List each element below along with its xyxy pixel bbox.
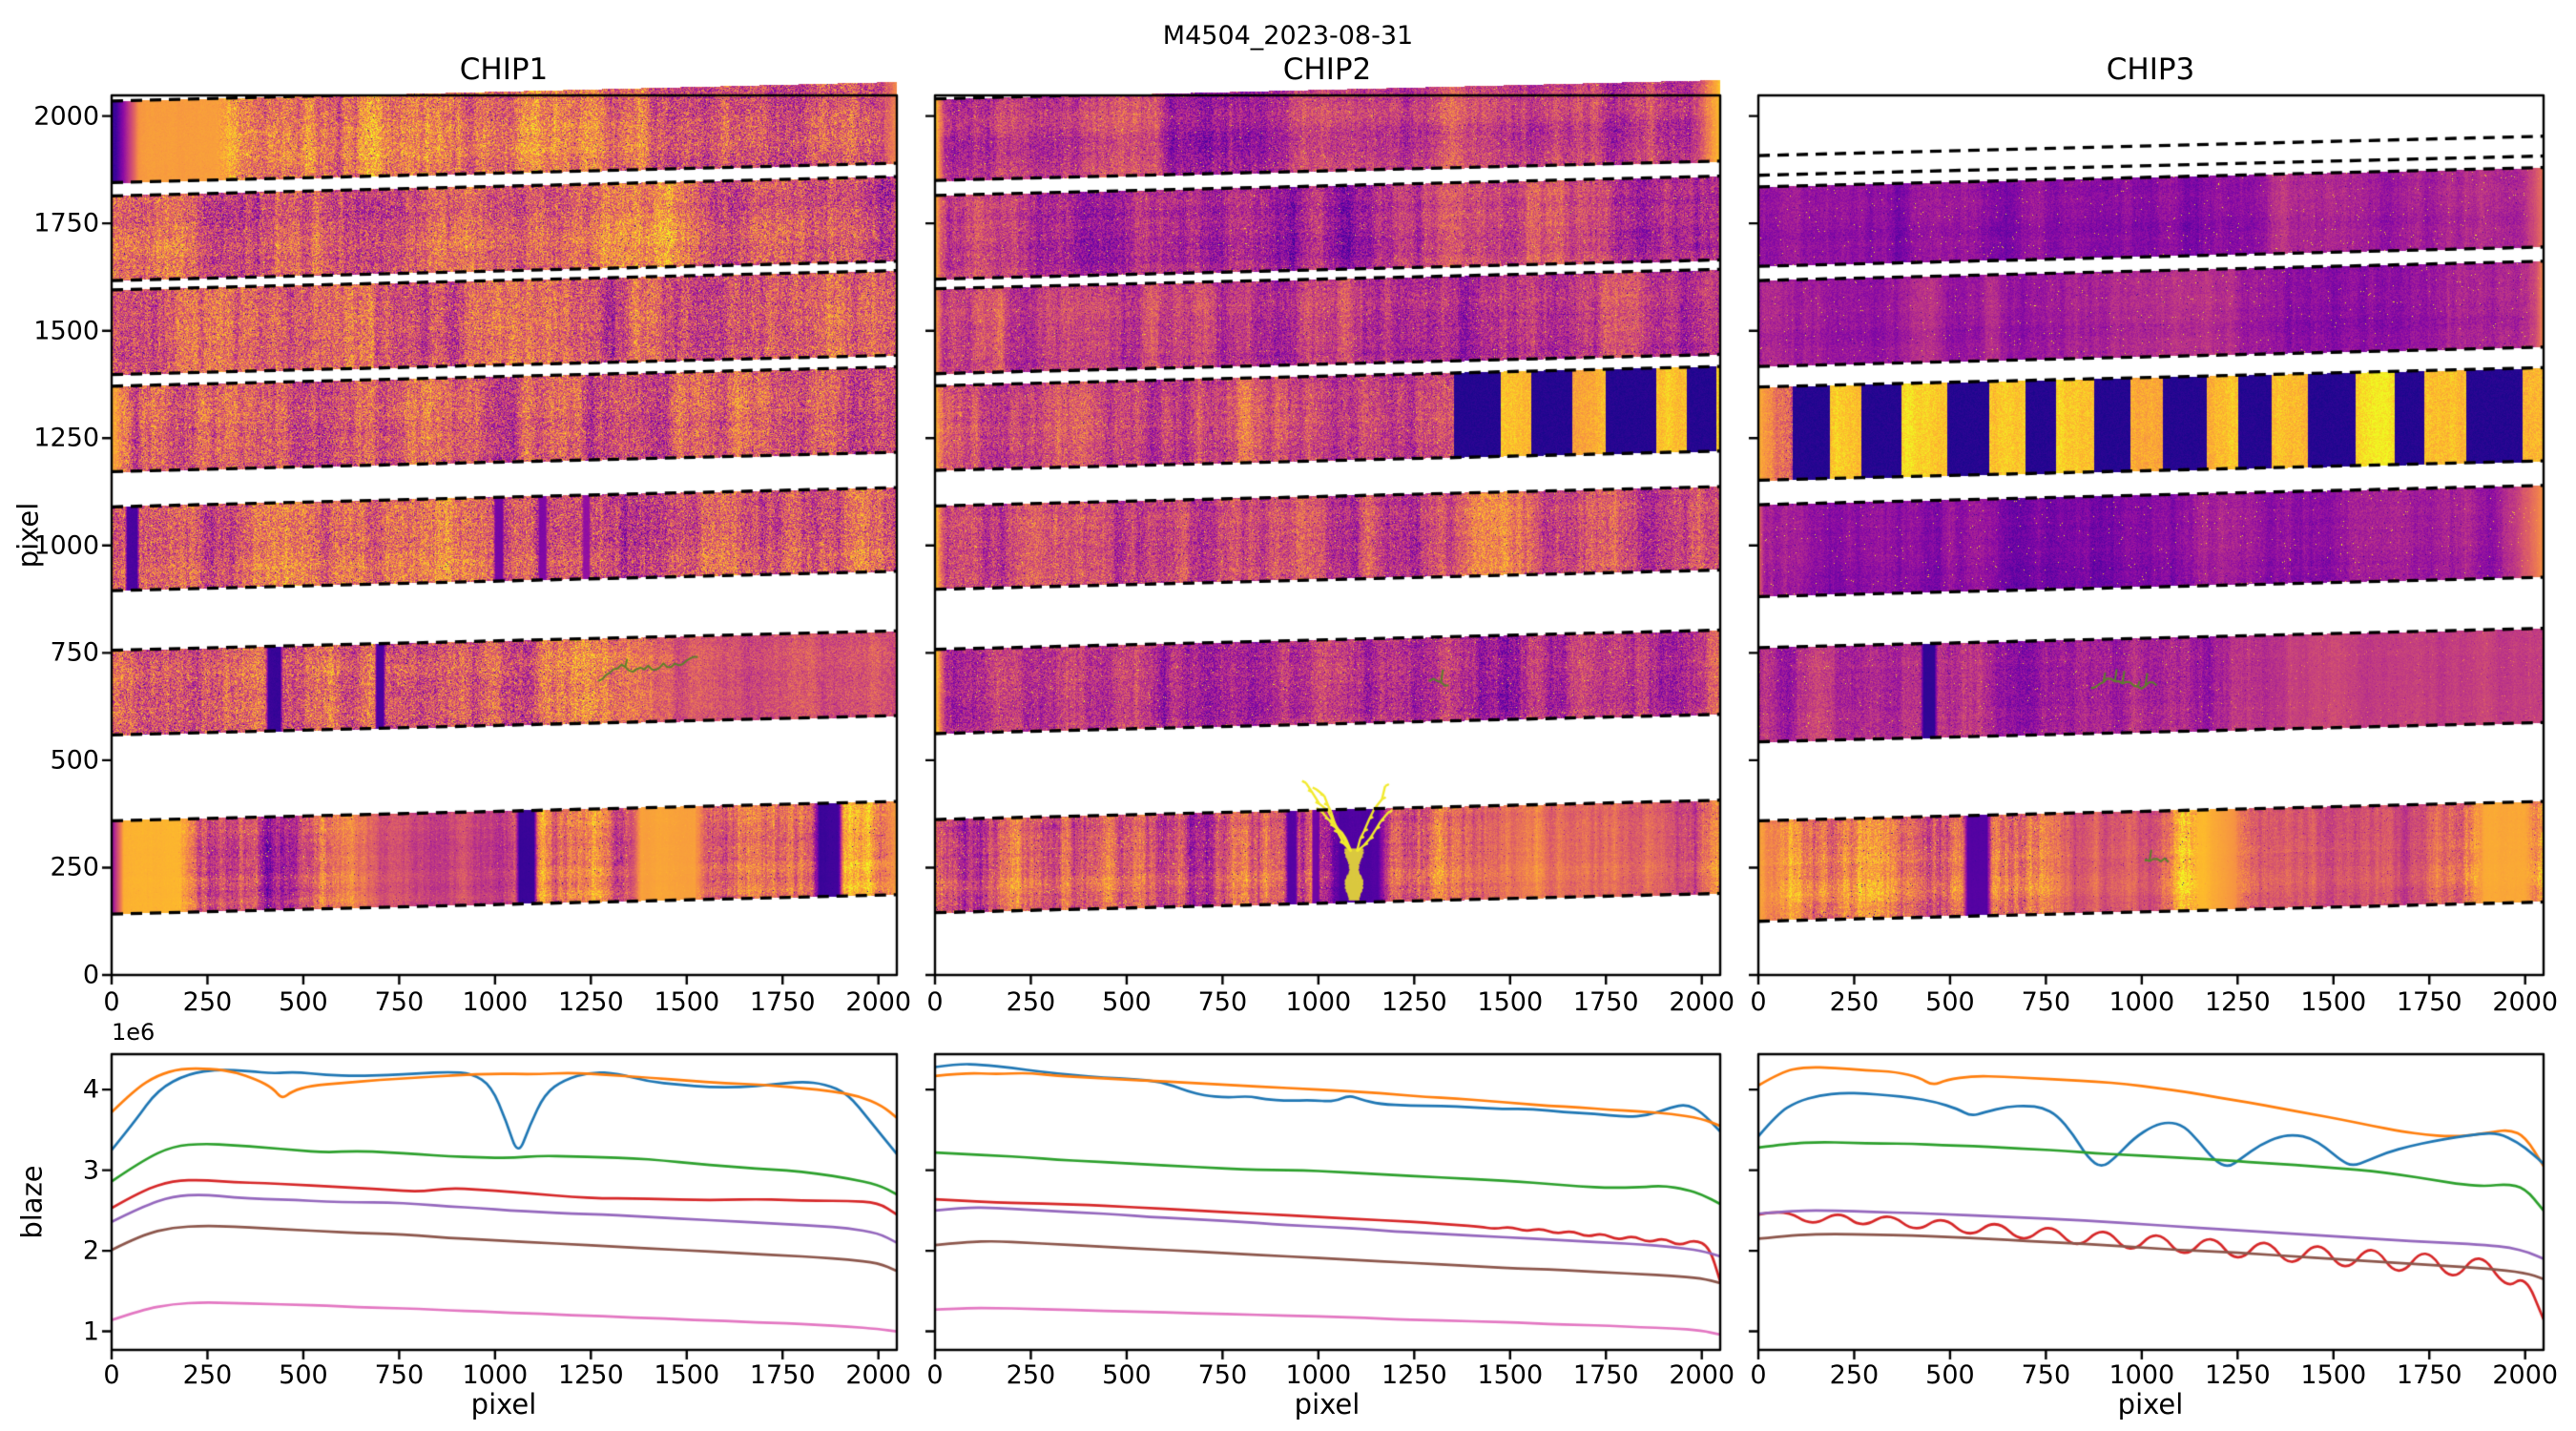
image-y-tick-label: 750	[50, 637, 99, 668]
chip3-image-panel	[1758, 95, 2544, 975]
blaze-x-tick-label: 2000	[845, 1360, 912, 1390]
image-x-tick-label: 0	[1750, 987, 1767, 1017]
image-y-tick-label: 1250	[33, 423, 99, 453]
image-x-tick-label: 250	[1829, 987, 1880, 1017]
chip1-blaze-xlabel: pixel	[470, 1388, 537, 1421]
image-x-tick-label: 750	[1197, 987, 1248, 1017]
image-x-tick-label: 250	[182, 987, 233, 1017]
image-x-tick-label: 1500	[654, 987, 720, 1017]
chip1-blaze-panel	[112, 1054, 897, 1350]
blaze-x-tick-label: 1250	[2204, 1360, 2271, 1390]
blaze-x-tick-label: 500	[279, 1360, 328, 1390]
image-x-tick-label: 500	[279, 987, 328, 1017]
blaze-y-tick-label: 2	[82, 1235, 99, 1266]
image-x-tick-label: 0	[103, 987, 120, 1017]
image-y-tick-label: 500	[50, 745, 99, 776]
image-x-tick-label: 0	[926, 987, 944, 1017]
blaze-x-tick-label: 1000	[1285, 1360, 1352, 1390]
blaze-x-tick-label: 750	[2021, 1360, 2071, 1390]
image-y-tick-label: 250	[50, 852, 99, 882]
chip1-title: CHIP1	[459, 52, 549, 87]
blaze-x-tick-label: 750	[1197, 1360, 1248, 1390]
blaze-x-tick-label: 1000	[2109, 1360, 2175, 1390]
blaze-x-tick-label: 250	[1006, 1360, 1056, 1390]
blaze-x-tick-label: 500	[1925, 1360, 1975, 1390]
blaze-x-tick-label: 750	[374, 1360, 425, 1390]
chip3-blaze-panel	[1758, 1054, 2544, 1350]
blaze-offset-label: 1e6	[112, 1019, 156, 1046]
chip2-blaze-xlabel: pixel	[1294, 1388, 1361, 1421]
blaze-x-tick-label: 1500	[654, 1360, 720, 1390]
blaze-x-tick-label: 0	[103, 1360, 120, 1390]
image-y-tick-label: 1500	[33, 316, 99, 346]
image-y-tick-label: 2000	[33, 101, 99, 132]
image-y-tick-label: 1000	[33, 530, 99, 561]
blaze-y-tick-label: 4	[82, 1074, 99, 1105]
image-x-tick-label: 2000	[1669, 987, 1735, 1017]
chip2-image-panel	[935, 95, 1720, 975]
blaze-x-tick-label: 2000	[1669, 1360, 1735, 1390]
blaze-x-tick-label: 0	[1750, 1360, 1767, 1390]
blaze-x-tick-label: 1250	[557, 1360, 624, 1390]
blaze-x-tick-label: 1500	[2300, 1360, 2367, 1390]
blaze-x-tick-label: 1750	[2396, 1360, 2462, 1390]
blaze-y-tick-label: 1	[82, 1317, 99, 1347]
image-x-tick-label: 1500	[2300, 987, 2367, 1017]
chip1-image-panel	[112, 95, 897, 975]
blaze-x-tick-label: 250	[182, 1360, 233, 1390]
image-x-tick-label: 1500	[1477, 987, 1544, 1017]
image-x-tick-label: 1750	[2396, 987, 2462, 1017]
blaze-x-tick-label: 250	[1829, 1360, 1880, 1390]
image-x-tick-label: 1250	[557, 987, 624, 1017]
image-y-tick-label: 1750	[33, 208, 99, 238]
blaze-x-tick-label: 0	[926, 1360, 944, 1390]
image-x-tick-label: 1750	[1572, 987, 1639, 1017]
image-x-tick-label: 1000	[462, 987, 529, 1017]
blaze-x-tick-label: 1250	[1381, 1360, 1447, 1390]
image-x-tick-label: 1250	[1381, 987, 1447, 1017]
blaze-x-tick-label: 1750	[749, 1360, 816, 1390]
image-x-tick-label: 500	[1925, 987, 1975, 1017]
blaze-x-tick-label: 500	[1102, 1360, 1152, 1390]
blaze-y-tick-label: 3	[82, 1155, 99, 1186]
image-y-tick-label: 0	[82, 960, 99, 990]
blaze-x-tick-label: 1500	[1477, 1360, 1544, 1390]
chip3-blaze-xlabel: pixel	[2117, 1388, 2184, 1421]
image-x-tick-label: 750	[374, 987, 425, 1017]
image-x-tick-label: 1750	[749, 987, 816, 1017]
image-x-tick-label: 2000	[2492, 987, 2559, 1017]
chip3-title: CHIP3	[2106, 52, 2195, 87]
figure-suptitle: M4504_2023-08-31	[1162, 21, 1414, 51]
blaze-ylabel: blaze	[15, 1165, 49, 1239]
image-x-tick-label: 2000	[845, 987, 912, 1017]
blaze-x-tick-label: 1000	[462, 1360, 529, 1390]
chip2-blaze-panel	[935, 1054, 1720, 1350]
image-x-tick-label: 500	[1102, 987, 1152, 1017]
image-x-tick-label: 750	[2021, 987, 2071, 1017]
image-x-tick-label: 250	[1006, 987, 1056, 1017]
blaze-x-tick-label: 1750	[1572, 1360, 1639, 1390]
image-x-tick-label: 1000	[2109, 987, 2175, 1017]
image-x-tick-label: 1250	[2204, 987, 2271, 1017]
blaze-x-tick-label: 2000	[2492, 1360, 2559, 1390]
chip2-title: CHIP2	[1282, 52, 1372, 87]
image-x-tick-label: 1000	[1285, 987, 1352, 1017]
